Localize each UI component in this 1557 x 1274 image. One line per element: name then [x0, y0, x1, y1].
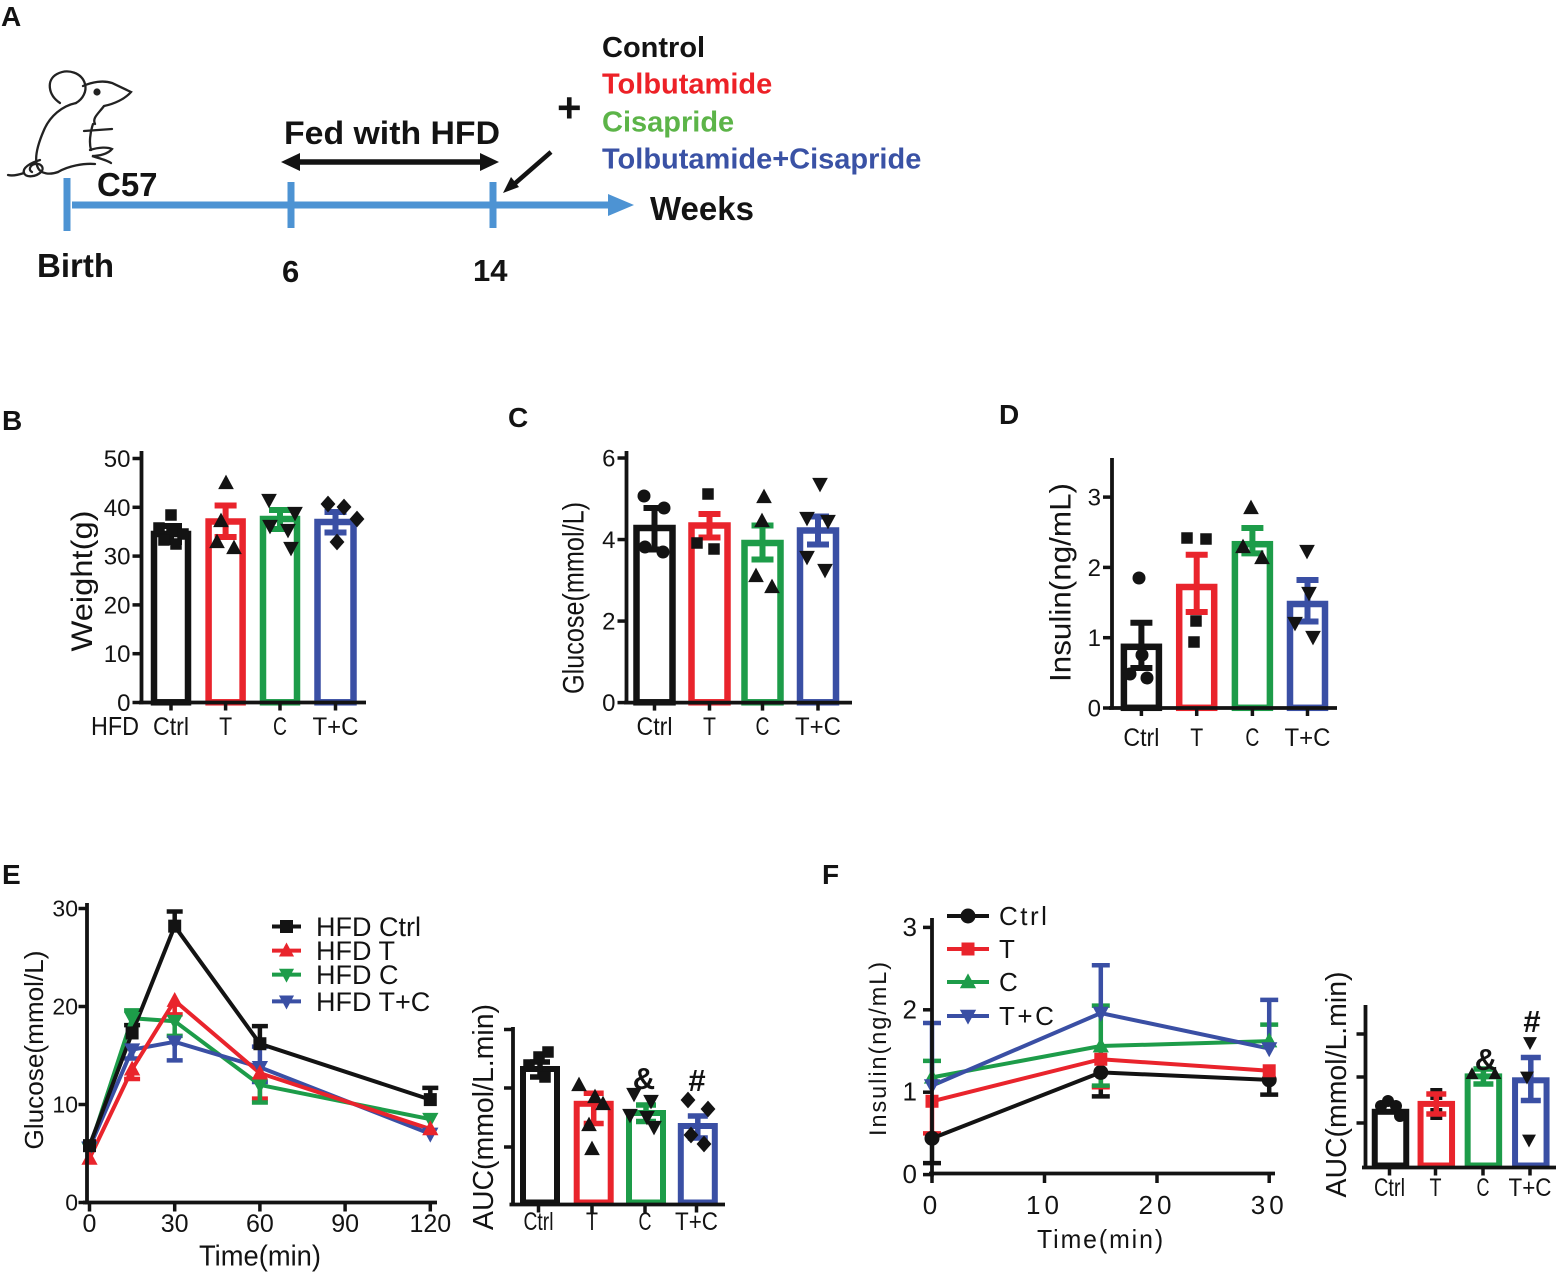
svg-text:14: 14: [473, 253, 508, 288]
svg-text:Weight(g): Weight(g): [66, 511, 99, 652]
svg-text:Time(min): Time(min): [1037, 1224, 1165, 1254]
svg-text:&: &: [633, 1061, 655, 1096]
svg-text:T: T: [999, 934, 1017, 964]
svg-text:C: C: [508, 402, 528, 433]
svg-text:1: 1: [903, 1077, 917, 1107]
svg-text:6: 6: [602, 446, 615, 473]
svg-text:E: E: [2, 859, 21, 890]
svg-text:T: T: [1190, 724, 1203, 752]
svg-text:T: T: [586, 1208, 598, 1236]
svg-text:D: D: [999, 399, 1019, 430]
svg-text:120: 120: [409, 1210, 451, 1238]
svg-text:Insulin(ng/mL): Insulin(ng/mL): [865, 960, 892, 1136]
svg-text:3: 3: [1088, 485, 1101, 512]
svg-text:T+C: T+C: [313, 713, 359, 741]
svg-text:Ctrl: Ctrl: [637, 713, 673, 741]
svg-text:60: 60: [246, 1210, 274, 1238]
svg-text:Tolbutamide: Tolbutamide: [602, 69, 772, 101]
svg-text:HFD T+C: HFD T+C: [316, 987, 430, 1017]
svg-text:Glucose(mmol/L): Glucose(mmol/L): [19, 951, 49, 1150]
svg-text:10: 10: [104, 641, 131, 668]
svg-text:Fed with HFD: Fed with HFD: [284, 115, 500, 151]
svg-text:C: C: [999, 967, 1020, 997]
svg-text:0: 0: [903, 1159, 917, 1189]
svg-text:6: 6: [282, 254, 299, 289]
svg-text:AUC(mmol/L.min): AUC(mmol/L.min): [468, 1004, 500, 1230]
svg-text:30: 30: [52, 896, 78, 922]
svg-text:Tolbutamide+Cisapride: Tolbutamide+Cisapride: [602, 144, 921, 176]
svg-text:B: B: [2, 405, 22, 436]
svg-text:Ctrl: Ctrl: [999, 901, 1049, 931]
svg-text:C: C: [639, 1208, 652, 1236]
svg-text:1: 1: [1088, 625, 1101, 652]
svg-text:4: 4: [602, 527, 615, 554]
svg-text:F: F: [822, 859, 839, 890]
svg-text:T+C: T+C: [675, 1208, 718, 1236]
svg-text:T: T: [219, 713, 232, 741]
svg-text:C: C: [273, 713, 287, 741]
svg-text:Ctrl: Ctrl: [1374, 1174, 1405, 1202]
svg-text:2: 2: [602, 609, 615, 636]
svg-text:Glucose(mmol/L): Glucose(mmol/L): [558, 502, 591, 694]
svg-text:T: T: [703, 713, 716, 741]
svg-text:20: 20: [104, 592, 131, 619]
svg-text:3: 3: [903, 912, 917, 942]
svg-text:T+C: T+C: [1285, 724, 1331, 752]
svg-text:Ctrl: Ctrl: [524, 1208, 554, 1236]
svg-text:Cisapride: Cisapride: [602, 107, 734, 139]
svg-text:40: 40: [104, 495, 131, 522]
svg-text:20: 20: [52, 994, 78, 1020]
svg-text:Time(min): Time(min): [199, 1241, 321, 1273]
svg-text:Control: Control: [602, 32, 705, 64]
svg-text:HFD Ctrl: HFD Ctrl: [316, 912, 421, 942]
svg-text:0: 0: [1088, 696, 1101, 723]
svg-text:T+C: T+C: [1509, 1174, 1552, 1202]
svg-text:Ctrl: Ctrl: [1123, 724, 1159, 752]
svg-text:#: #: [1523, 1004, 1540, 1039]
svg-text:+: +: [557, 84, 582, 131]
svg-text:Weeks: Weeks: [650, 190, 754, 227]
svg-text:&: &: [1475, 1042, 1497, 1077]
svg-text:HFD: HFD: [91, 711, 139, 741]
svg-text:30: 30: [104, 544, 131, 571]
svg-text:30: 30: [161, 1210, 189, 1238]
svg-text:10: 10: [52, 1092, 78, 1118]
svg-text:A: A: [1, 1, 21, 32]
svg-text:0: 0: [602, 690, 615, 717]
svg-text:0: 0: [117, 690, 130, 717]
svg-text:10: 10: [1026, 1190, 1063, 1220]
svg-text:Ctrl: Ctrl: [153, 713, 189, 741]
svg-text:30: 30: [1251, 1190, 1288, 1220]
svg-text:T+C: T+C: [999, 1001, 1056, 1031]
svg-text:2: 2: [903, 994, 917, 1024]
svg-text:2: 2: [1088, 555, 1101, 582]
svg-text:C: C: [756, 713, 770, 741]
svg-text:T+C: T+C: [795, 713, 841, 741]
svg-text:Insulin(ng/mL): Insulin(ng/mL): [1045, 483, 1078, 682]
svg-text:50: 50: [104, 446, 131, 473]
svg-text:T: T: [1430, 1174, 1442, 1202]
svg-text:C57: C57: [97, 166, 158, 203]
svg-text:0: 0: [923, 1190, 941, 1220]
svg-text:C: C: [1477, 1174, 1490, 1202]
svg-text:HFD C: HFD C: [316, 960, 399, 990]
svg-text:C: C: [1245, 724, 1259, 752]
svg-text:20: 20: [1139, 1190, 1176, 1220]
svg-text:0: 0: [83, 1210, 97, 1238]
svg-text:Birth: Birth: [37, 247, 114, 284]
svg-text:90: 90: [331, 1210, 359, 1238]
svg-text:#: #: [688, 1063, 705, 1098]
svg-text:HFD T: HFD T: [316, 936, 395, 966]
svg-text:0: 0: [65, 1190, 78, 1216]
svg-text:AUC(mmol/L.min): AUC(mmol/L.min): [1321, 972, 1353, 1198]
